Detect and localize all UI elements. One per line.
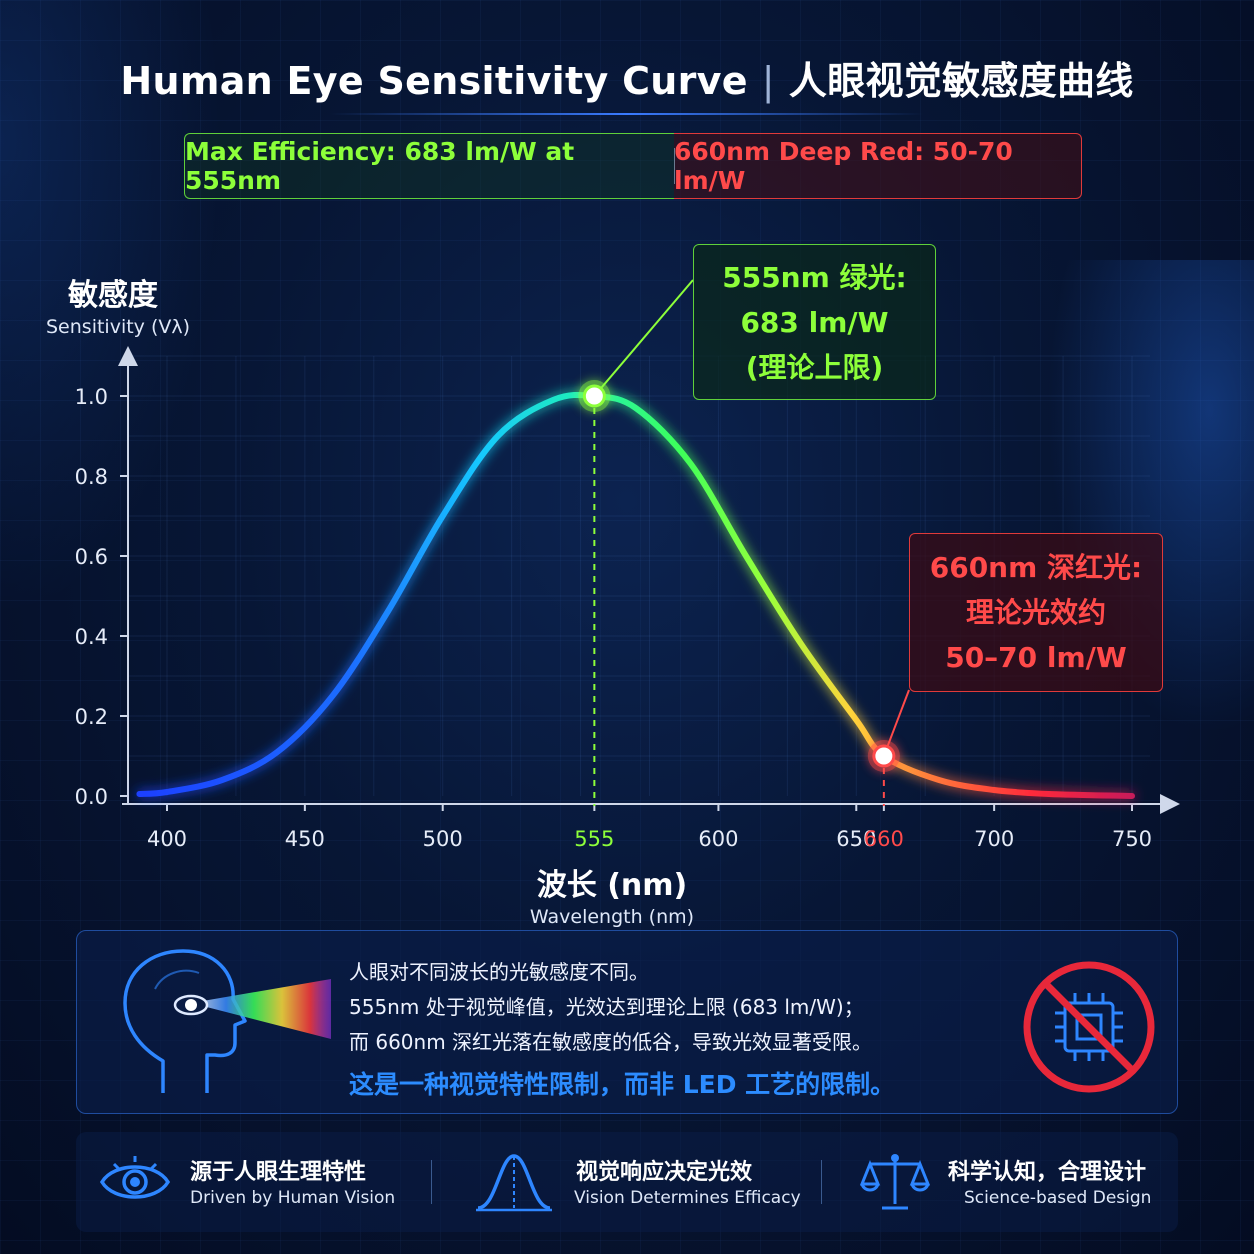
chart-axes <box>118 346 1180 814</box>
info-line-2: 555nm 处于视觉峰值，光效达到理论上限 (683 lm/W)； <box>349 995 864 1019</box>
info-line-1: 人眼对不同波长的光敏感度不同。 <box>349 960 649 984</box>
feature-science-design-zh: 科学认知，合理设计 <box>948 1160 1147 1185</box>
page-title: Human Eye Sensitivity Curve | 人眼视觉敏感度曲线 <box>0 50 1254 105</box>
feature-vision-efficacy: 视觉响应决定光效 Vision Determines Efficacy <box>474 1150 804 1214</box>
info-text: 人眼对不同波长的光敏感度不同。 555nm 处于视觉峰值，光效达到理论上限 (6… <box>349 955 872 1060</box>
banner-max-efficiency: Max Efficiency: 683 lm/W at 555nm <box>184 133 674 199</box>
scale-icon <box>859 1154 931 1210</box>
x-tick-label: 450 <box>285 827 325 851</box>
highlight-point <box>872 744 896 768</box>
feature-human-vision: 源于人眼生理特性 Driven by Human Vision <box>98 1150 418 1214</box>
feature-human-vision-en: Driven by Human Vision <box>190 1188 396 1208</box>
eye-icon <box>99 1156 171 1199</box>
callout-660nm: 660nm 深红光: 理论光效约 50–70 lm/W <box>909 533 1163 692</box>
feature-divider-2 <box>821 1160 822 1204</box>
callout-660nm-line2: 理论光效约 <box>965 596 1106 629</box>
x-tick-label: 500 <box>423 827 463 851</box>
info-emphasis: 这是一种视觉特性限制，而非 LED 工艺的限制。 <box>349 1070 896 1099</box>
feature-science-design-en: Science-based Design <box>964 1188 1152 1208</box>
info-line-3: 而 660nm 深红光落在敏感度的低谷，导致光效显著受限。 <box>349 1030 873 1054</box>
callout-555nm-line2: 683 lm/W <box>740 305 889 339</box>
banner-divider <box>674 148 675 184</box>
y-tick-label: 0.2 <box>75 705 108 729</box>
x-tick-label: 400 <box>147 827 187 851</box>
y-tick-label: 0.4 <box>75 625 108 649</box>
banner-deep-red: 660nm Deep Red: 50-70 lm/W <box>674 133 1082 199</box>
title-en: Human Eye Sensitivity Curve <box>120 59 748 103</box>
feature-divider-1 <box>431 1160 432 1204</box>
no-chip-icon <box>1023 961 1155 1093</box>
y-tick-label: 0.6 <box>75 545 108 569</box>
x-tick-label: 700 <box>974 827 1014 851</box>
feature-vision-efficacy-en: Vision Determines Efficacy <box>574 1188 801 1208</box>
highlight-point <box>582 384 606 408</box>
callout-660nm-line3: 50–70 lm/W <box>945 641 1127 674</box>
human-head-eye-icon <box>123 949 331 1093</box>
feature-science-design: 科学认知，合理设计 Science-based Design <box>859 1150 1170 1214</box>
x-axis-title-zh: 波长 (nm) <box>536 868 688 903</box>
feature-vision-efficacy-zh: 视觉响应决定光效 <box>576 1160 753 1185</box>
callout-555nm-line1: 555nm 绿光: <box>722 260 907 294</box>
sensitivity-curve-series <box>136 391 1135 799</box>
y-tick-label: 0.8 <box>75 465 108 489</box>
y-axis-title-en: Sensitivity (Vλ) <box>46 316 191 338</box>
y-axis-title-zh: 敏感度 <box>68 278 158 313</box>
x-tick-label: 600 <box>698 827 738 851</box>
info-panel: 人眼对不同波长的光敏感度不同。 555nm 处于视觉峰值，光效达到理论上限 (6… <box>76 930 1178 1114</box>
title-separator: | <box>761 59 775 103</box>
y-tick-label: 0.0 <box>75 785 108 809</box>
callout-555nm: 555nm 绿光: 683 lm/W (理论上限) <box>693 244 936 400</box>
y-tick-label: 1.0 <box>75 385 108 409</box>
x-tick-label: 650 <box>836 827 876 851</box>
x-tick-label: 750 <box>1112 827 1152 851</box>
feature-human-vision-zh: 源于人眼生理特性 <box>190 1160 367 1185</box>
callout-660nm-line1: 660nm 深红光: <box>929 551 1143 584</box>
chart-highlight-points <box>578 380 900 772</box>
title-zh: 人眼视觉敏感度曲线 <box>788 59 1134 103</box>
title-underline <box>330 113 924 115</box>
leader-line <box>593 279 694 397</box>
feature-bar: 源于人眼生理特性 Driven by Human Vision 视觉响应决定光效… <box>76 1132 1178 1232</box>
bell-curve-icon <box>476 1154 552 1212</box>
callout-555nm-line3: (理论上限) <box>745 350 884 384</box>
x-axis-title-en: Wavelength (nm) <box>529 906 695 928</box>
x-tick-label: 555 <box>574 827 614 851</box>
x-tick-label: 660 <box>864 827 904 851</box>
